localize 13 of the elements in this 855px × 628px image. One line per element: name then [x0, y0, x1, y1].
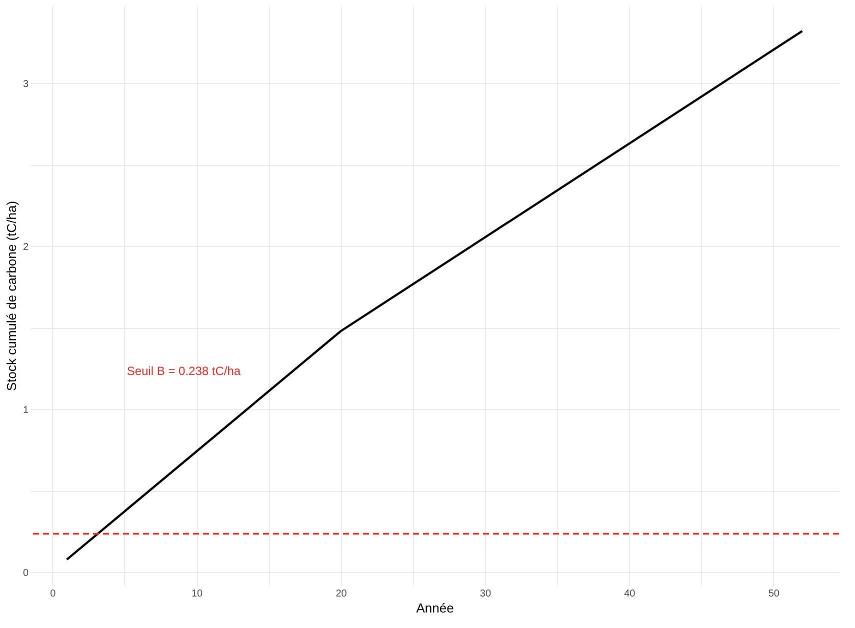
- y-tick-label: 2: [22, 242, 29, 253]
- x-tick-label: 40: [624, 588, 636, 600]
- x-tick-label: 50: [768, 588, 780, 600]
- y-tick-label: 3: [22, 78, 29, 90]
- x-tick-label: 20: [336, 588, 348, 600]
- y-tick-label: 0: [22, 568, 29, 579]
- x-axis-title: Année: [416, 600, 454, 616]
- annotation: Seuil B = 0.238 tC/ha: [126, 364, 241, 378]
- y-tick-label: 1: [22, 404, 29, 416]
- x-tick-label: 30: [480, 588, 492, 600]
- y-axis-title: Stock cumulé de carbone (tC/ha): [4, 200, 19, 392]
- x-tick-label: 10: [191, 588, 204, 600]
- x-tick-label: 0: [50, 588, 56, 600]
